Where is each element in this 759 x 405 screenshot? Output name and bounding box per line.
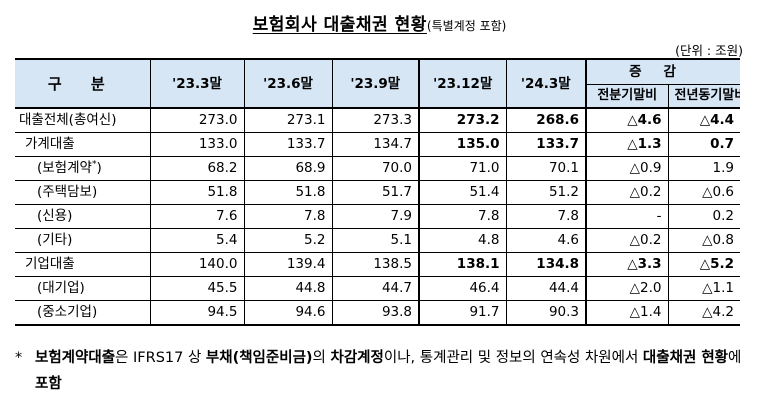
cell: 7.8 (243, 204, 333, 229)
cell: 45.5 (149, 276, 245, 301)
table-row: 가계대출 133.0 133.7 134.7 135.0 133.7 △1.3 … (15, 132, 740, 157)
title-sub: (특별계정 포함) (426, 19, 507, 33)
footnote-asterisk: * (15, 350, 23, 366)
title-main: 보험회사 대출채권 현황 (252, 15, 427, 35)
header-change-yoy: 전년동기말비 (667, 84, 740, 109)
header-period: '23.3말 (149, 58, 245, 109)
row-label: 가계대출 (15, 132, 151, 157)
cell: △0.2 (585, 180, 669, 205)
cell: △4.2 (667, 300, 740, 326)
unit-label: (단위 : 조원) (675, 43, 743, 58)
cell: △0.6 (667, 180, 740, 205)
cell: 51.7 (331, 180, 420, 205)
cell: △4.4 (667, 107, 740, 133)
cell: 133.7 (243, 132, 333, 157)
header-period: '23.12말 (418, 58, 507, 109)
cell: 51.8 (149, 180, 245, 205)
loan-table: 구 분 '23.3말 '23.6말 '23.9말 '23.12말 '24.3말 … (15, 58, 740, 326)
cell: 94.6 (243, 300, 333, 326)
cell: △5.2 (667, 252, 740, 277)
cell: 0.7 (667, 132, 740, 157)
row-label: 대출전체(총여신) (15, 107, 151, 133)
cell: 71.0 (418, 156, 507, 181)
cell: △4.6 (585, 107, 669, 133)
cell: △0.9 (585, 156, 669, 181)
cell: 7.8 (505, 204, 587, 229)
cell: 68.9 (243, 156, 333, 181)
row-label: (중소기업) (15, 300, 151, 326)
footnote: * 보험계약대출은 IFRS17 상 부채(책임준비금)의 차감계정이나, 통계… (15, 345, 745, 397)
row-label: 기업대출 (15, 252, 151, 277)
table-row: (신용) 7.6 7.8 7.9 7.8 7.8 - 0.2 (15, 204, 740, 229)
cell: 93.8 (331, 300, 420, 326)
cell: 44.7 (331, 276, 420, 301)
cell: 134.7 (331, 132, 420, 157)
row-label: (신용) (15, 204, 151, 229)
table-row: (기타) 5.4 5.2 5.1 4.8 4.6 △0.2 △0.8 (15, 228, 740, 253)
cell: 46.4 (418, 276, 507, 301)
cell: 94.5 (149, 300, 245, 326)
cell: 1.9 (667, 156, 740, 181)
cell: - (585, 204, 669, 229)
header-period: '24.3말 (505, 58, 587, 109)
cell: 4.8 (418, 228, 507, 253)
table-row: (중소기업) 94.5 94.6 93.8 91.7 90.3 △1.4 △4.… (15, 300, 740, 326)
cell: △0.8 (667, 228, 740, 253)
table-row: 기업대출 140.0 139.4 138.5 138.1 134.8 △3.3 … (15, 252, 740, 277)
table-row: (대기업) 45.5 44.8 44.7 46.4 44.4 △2.0 △1.1 (15, 276, 740, 301)
cell: 134.8 (505, 252, 587, 277)
cell: 91.7 (418, 300, 507, 326)
row-label: (보험계약*) (15, 156, 151, 181)
header-period: '23.9말 (331, 58, 420, 109)
cell: △1.1 (667, 276, 740, 301)
cell: 273.0 (149, 107, 245, 133)
table-row: (주택담보) 51.8 51.8 51.7 51.4 51.2 △0.2 △0.… (15, 180, 740, 205)
header-gubun: 구 분 (15, 58, 151, 109)
cell: 51.4 (418, 180, 507, 205)
cell: 0.2 (667, 204, 740, 229)
cell: 7.6 (149, 204, 245, 229)
table-row: (보험계약*) 68.2 68.9 70.0 71.0 70.1 △0.9 1.… (15, 156, 740, 181)
cell: 7.8 (418, 204, 507, 229)
cell: △0.2 (585, 228, 669, 253)
cell: 135.0 (418, 132, 507, 157)
row-label: (주택담보) (15, 180, 151, 205)
cell: 70.0 (331, 156, 420, 181)
cell: 90.3 (505, 300, 587, 326)
cell: 70.1 (505, 156, 587, 181)
cell: △1.3 (585, 132, 669, 157)
header-period: '23.6말 (243, 58, 333, 109)
cell: 139.4 (243, 252, 333, 277)
cell: 138.5 (331, 252, 420, 277)
cell: 268.6 (505, 107, 587, 133)
cell: △3.3 (585, 252, 669, 277)
cell: 5.2 (243, 228, 333, 253)
cell: 273.1 (243, 107, 333, 133)
cell: 133.0 (149, 132, 245, 157)
cell: 273.2 (418, 107, 507, 133)
cell: 51.2 (505, 180, 587, 205)
cell: 44.8 (243, 276, 333, 301)
table-row: 대출전체(총여신) 273.0 273.1 273.3 273.2 268.6 … (15, 107, 740, 133)
cell: 68.2 (149, 156, 245, 181)
header-change-qoq: 전분기말비 (586, 84, 669, 109)
cell: 5.4 (149, 228, 245, 253)
cell: 51.8 (243, 180, 333, 205)
cell: 5.1 (331, 228, 420, 253)
cell: 133.7 (505, 132, 587, 157)
cell: △1.4 (585, 300, 669, 326)
cell: 4.6 (505, 228, 587, 253)
cell: △2.0 (585, 276, 669, 301)
cell: 44.4 (505, 276, 587, 301)
page-title: 보험회사 대출채권 현황(특별계정 포함) (0, 10, 759, 35)
row-label: (대기업) (15, 276, 151, 301)
header-change: 증감 (585, 58, 740, 85)
cell: 273.3 (331, 107, 420, 133)
footnote-text: 보험계약대출은 IFRS17 상 부채(책임준비금)의 차감계정이나, 통계관리… (35, 350, 742, 392)
cell: 138.1 (418, 252, 507, 277)
cell: 140.0 (149, 252, 245, 277)
row-label: (기타) (15, 228, 151, 253)
cell: 7.9 (331, 204, 420, 229)
